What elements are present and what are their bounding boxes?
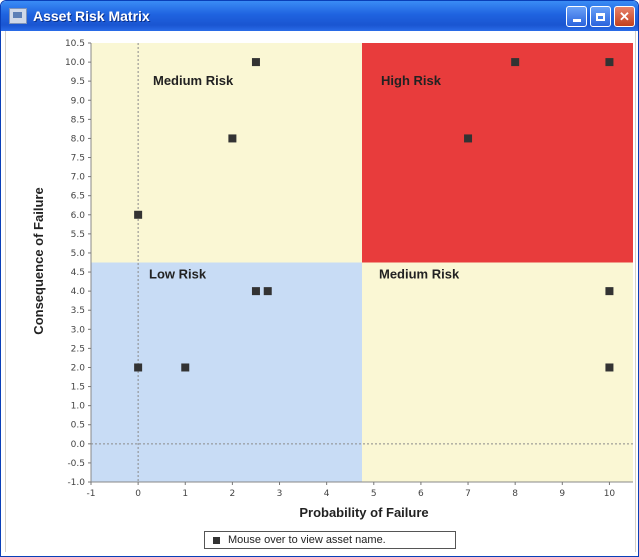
x-tick-label: 7 xyxy=(465,489,471,499)
legend: Mouse over to view asset name. xyxy=(204,531,456,549)
data-point[interactable] xyxy=(464,134,473,143)
x-tick-label: -1 xyxy=(87,489,96,499)
y-tick-label: 1.0 xyxy=(71,402,86,412)
y-tick-label: 7.0 xyxy=(71,173,86,183)
region-label-top-left: Medium Risk xyxy=(153,73,234,88)
data-point[interactable] xyxy=(605,58,614,67)
y-tick-label: 6.0 xyxy=(71,211,86,221)
region-label-bottom-right: Medium Risk xyxy=(379,267,460,282)
y-tick-label: 3.5 xyxy=(71,306,85,316)
data-point[interactable] xyxy=(605,363,614,372)
y-tick-label: -0.5 xyxy=(67,459,85,469)
x-tick-label: 1 xyxy=(182,489,188,499)
data-point[interactable] xyxy=(251,287,260,296)
region-label-bottom-left: Low Risk xyxy=(149,267,207,282)
y-axis-title: Consequence of Failure xyxy=(31,187,46,334)
x-tick-label: 6 xyxy=(418,489,424,499)
data-point[interactable] xyxy=(228,134,237,143)
data-point[interactable] xyxy=(134,210,143,219)
region-bottom-right xyxy=(362,262,633,482)
y-tick-label: 0.5 xyxy=(71,421,85,431)
region-top-right xyxy=(362,43,633,263)
x-tick-label: 9 xyxy=(559,489,565,499)
maximize-button[interactable] xyxy=(590,6,611,27)
close-icon: ✕ xyxy=(619,8,630,24)
y-tick-label: 8.5 xyxy=(71,115,85,125)
risk-matrix-chart[interactable]: -1.0 -0.5 0.0 0.5 1.0 1.5 2.0 2.5 3.0 3.5 4.0 4.5 5.… xyxy=(6,31,635,552)
legend-text: Mouse over to view asset name. xyxy=(228,534,386,546)
y-tick-label: 5.0 xyxy=(71,249,86,259)
data-point[interactable] xyxy=(605,287,614,296)
x-tick-label: 10 xyxy=(604,489,616,499)
data-point[interactable] xyxy=(181,363,190,372)
y-tick-label: 3.0 xyxy=(71,325,86,335)
y-tick-label: 6.5 xyxy=(71,192,85,202)
window-title: Asset Risk Matrix xyxy=(33,8,150,24)
y-tick-label: -1.0 xyxy=(67,478,85,488)
close-button[interactable]: ✕ xyxy=(614,6,635,27)
y-tick-label: 9.0 xyxy=(71,96,86,106)
maximize-icon xyxy=(596,12,605,21)
legend-marker xyxy=(213,536,220,544)
minimize-button[interactable] xyxy=(566,6,587,27)
y-tick-label: 10.0 xyxy=(65,58,85,68)
y-tick-label: 2.0 xyxy=(71,363,86,373)
x-tick-label: 5 xyxy=(371,489,377,499)
y-tick-label: 2.5 xyxy=(71,344,85,354)
y-tick-label: 5.5 xyxy=(71,230,85,240)
y-tick-label: 4.0 xyxy=(71,287,86,297)
data-point[interactable] xyxy=(134,363,143,372)
y-tick-label: 10.5 xyxy=(65,39,85,49)
data-point[interactable] xyxy=(511,58,520,67)
region-label-top-right: High Risk xyxy=(381,73,442,88)
data-point[interactable] xyxy=(263,287,272,296)
minimize-icon xyxy=(572,19,581,22)
x-tick-label: 8 xyxy=(512,489,518,499)
x-tick-label: 2 xyxy=(230,489,236,499)
region-bottom-left xyxy=(91,262,362,482)
y-tick-label: 8.0 xyxy=(71,134,86,144)
y-tick-label: 7.5 xyxy=(71,154,85,164)
y-tick-label: 9.5 xyxy=(71,77,85,87)
region-top-left xyxy=(91,43,362,263)
data-point[interactable] xyxy=(251,58,260,67)
x-axis-title: Probability of Failure xyxy=(299,505,428,520)
x-tick-label: 3 xyxy=(277,489,283,499)
title-bar[interactable]: Asset Risk Matrix ✕ xyxy=(1,1,638,31)
y-tick-label: 0.0 xyxy=(71,440,86,450)
x-tick-label: 0 xyxy=(135,489,141,499)
app-icon xyxy=(9,8,27,24)
y-tick-label: 4.5 xyxy=(71,268,85,278)
chart-panel: -1.0 -0.5 0.0 0.5 1.0 1.5 2.0 2.5 3.0 3.5 4.0 4.5 5.… xyxy=(5,31,636,552)
y-tick-label: 1.5 xyxy=(71,383,85,393)
x-tick-label: 4 xyxy=(324,489,330,499)
